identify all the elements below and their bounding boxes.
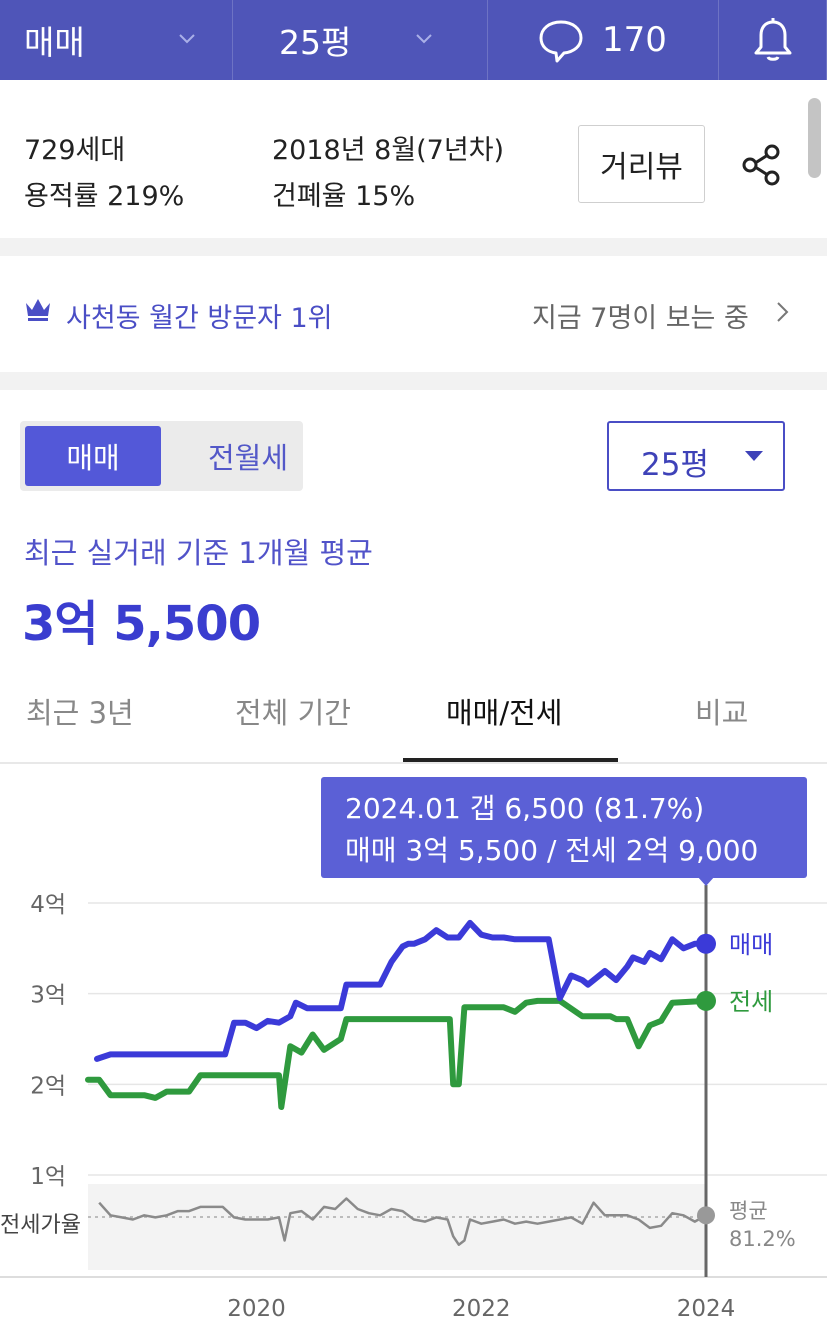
road-view-button[interactable]: 거리뷰 xyxy=(578,125,705,203)
talk-count: 170 xyxy=(602,20,667,60)
tooltip-arrow xyxy=(697,876,715,886)
chart-tooltip: 2024.01 갭 6,500 (81.7%) 매매 3억 5,500 / 전세… xyxy=(321,777,807,878)
notification-button[interactable] xyxy=(719,0,827,80)
y-tick-label: 3억 xyxy=(30,983,66,1009)
ratio-band xyxy=(88,1184,706,1270)
x-tick-label: 2024 xyxy=(677,1296,736,1322)
bell-icon xyxy=(754,18,791,61)
deal-type-label: 매매 xyxy=(24,23,85,62)
tab-divider xyxy=(0,762,827,764)
ratio-row-label: 전세가율 xyxy=(0,1213,81,1238)
tooltip-price-line: 매매 3억 5,500 / 전세 2억 9,000 xyxy=(345,834,759,867)
y-tick-label: 1억 xyxy=(30,1164,66,1190)
deal-type-toggle: 매매 전월세 xyxy=(20,421,303,491)
households: 729세대 xyxy=(24,135,126,166)
rent-toggle-button[interactable]: 전월세 xyxy=(180,426,316,486)
ratio-line xyxy=(98,1197,707,1246)
top-bar: 매매 25평 170 xyxy=(0,0,827,80)
building-coverage-ratio: 건폐율 15% xyxy=(272,181,416,212)
size-select[interactable]: 25평 xyxy=(607,421,785,491)
section-divider xyxy=(0,372,827,390)
x-tick-label: 2020 xyxy=(227,1296,286,1322)
jeonse-line xyxy=(85,997,709,1110)
x-tick-label: 2022 xyxy=(452,1296,511,1322)
tab-all-period[interactable]: 전체 기간 xyxy=(235,696,351,730)
size-dropdown[interactable]: 25평 xyxy=(233,0,488,80)
tab-recent-3y[interactable]: 최근 3년 xyxy=(26,696,134,730)
visitor-rank-text: 사천동 월간 방문자 1위 xyxy=(66,303,333,334)
tab-compare[interactable]: 비교 xyxy=(695,696,749,730)
ratio-end-point xyxy=(697,1206,715,1225)
caret-down-icon xyxy=(745,451,763,461)
y-tick-label: 4억 xyxy=(30,892,66,918)
ratio-avg-value: 81.2% xyxy=(729,1227,796,1251)
sale-toggle-button[interactable]: 매매 xyxy=(25,426,161,486)
speech-bubble-icon xyxy=(539,20,583,63)
average-price: 3억 5,500 xyxy=(22,596,261,652)
size-label: 25평 xyxy=(279,23,352,62)
sale-line xyxy=(94,919,709,1062)
section-divider xyxy=(0,238,827,256)
chevron-right-icon xyxy=(777,302,789,322)
size-select-value: 25평 xyxy=(641,447,709,483)
sale-series-label: 매매 xyxy=(729,931,773,959)
visitor-rank-row[interactable]: 사천동 월간 방문자 1위 지금 7명이 보는 중 xyxy=(0,256,827,372)
scrollbar[interactable] xyxy=(808,98,821,178)
chevron-down-icon xyxy=(179,34,195,44)
sale-end-point xyxy=(696,933,716,954)
share-icon[interactable] xyxy=(738,142,784,188)
y-tick-label: 2억 xyxy=(30,1073,66,1099)
crown-icon xyxy=(26,299,50,321)
average-label: 최근 실거래 기준 1개월 평균 xyxy=(24,536,373,570)
chevron-down-icon xyxy=(416,34,432,44)
floor-area-ratio: 용적률 219% xyxy=(24,181,185,212)
built-date: 2018년 8월(7년차) xyxy=(272,135,505,166)
talk-button[interactable]: 170 xyxy=(488,0,719,80)
jeonse-series-label: 전세 xyxy=(729,988,773,1016)
jeonse-end-point xyxy=(696,990,716,1011)
tooltip-gap-line: 2024.01 갭 6,500 (81.7%) xyxy=(345,792,705,825)
active-tab-indicator xyxy=(403,758,618,762)
deal-type-dropdown[interactable]: 매매 xyxy=(0,0,233,80)
tab-sale-jeonse[interactable]: 매매/전세 xyxy=(446,696,563,730)
current-viewers: 지금 7명이 보는 중 xyxy=(532,303,749,334)
complex-info: 729세대 2018년 8월(7년차) 용적률 219% 건폐율 15% 거리뷰 xyxy=(0,80,827,238)
ratio-avg-label: 평균 xyxy=(729,1199,768,1223)
